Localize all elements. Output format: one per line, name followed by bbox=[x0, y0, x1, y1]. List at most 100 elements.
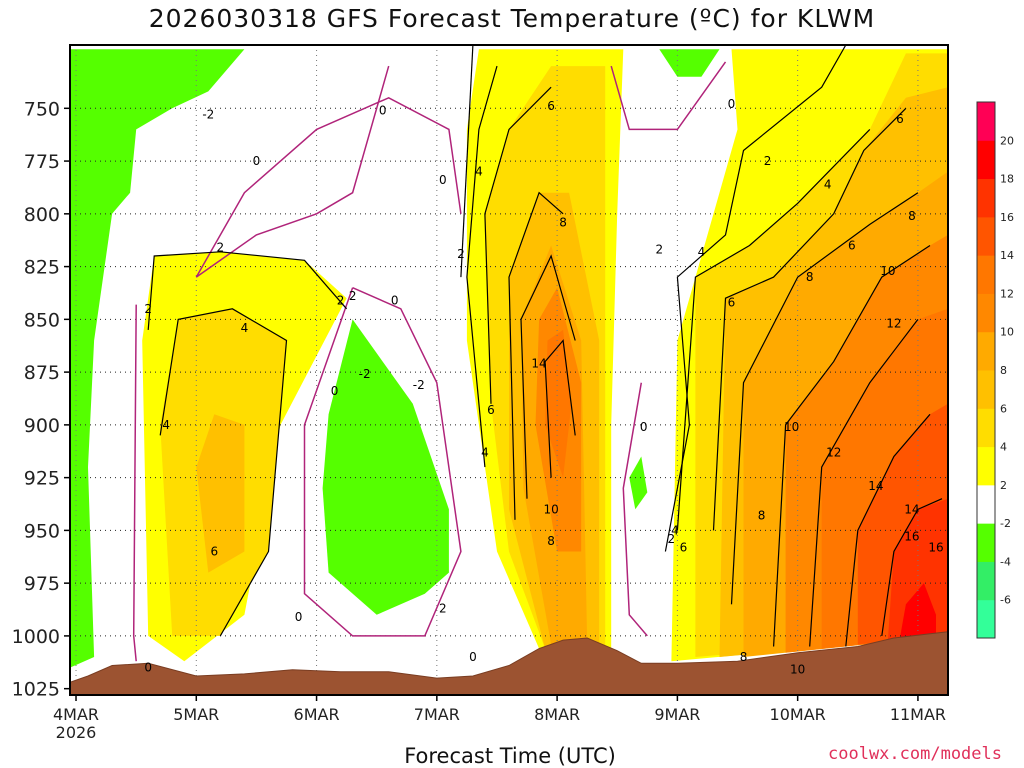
y-tick-label: 800 bbox=[24, 204, 60, 226]
colorbar-bin bbox=[977, 523, 995, 562]
temp-region-m3 bbox=[629, 456, 648, 510]
contour-label: 0 bbox=[439, 173, 447, 187]
y-tick-label: 850 bbox=[24, 309, 60, 331]
contour-label: 10 bbox=[543, 502, 558, 516]
x-tick-label: 8MAR bbox=[534, 705, 580, 724]
colorbar-label: 12 bbox=[1000, 287, 1014, 300]
colorbar-frame bbox=[976, 101, 996, 639]
contour-label: -2 bbox=[413, 378, 425, 392]
isotherm-0 bbox=[610, 61, 727, 131]
colorbar-label: 16 bbox=[1000, 211, 1014, 224]
colorbar-label: 20 bbox=[1000, 134, 1014, 147]
temp-region-13 bbox=[545, 329, 572, 478]
isotherm-8 bbox=[508, 191, 564, 520]
isotherm-0 bbox=[132, 304, 137, 662]
isotherm-2 bbox=[147, 251, 348, 330]
contour-label: 6 bbox=[547, 99, 555, 113]
isotherm-8 bbox=[730, 192, 919, 605]
contour-label: 10 bbox=[790, 663, 805, 677]
x-axis-ticks: 4MAR 5MAR 6MAR 7MAR 8MAR 9MAR 10MAR 11MAR 2026 bbox=[53, 695, 946, 742]
colorbar-bin bbox=[977, 408, 995, 448]
contour-label: 0 bbox=[640, 420, 648, 434]
temp-region-m3 bbox=[659, 49, 720, 77]
contour-label: 16 bbox=[904, 530, 919, 544]
isotherm-2 bbox=[460, 45, 474, 278]
contour-label: 6 bbox=[848, 238, 856, 252]
y-axis-ticks: 750 775 800 825 850 875 900 925 950 975 1000 1025 bbox=[12, 98, 70, 701]
contour-label: 2 bbox=[656, 243, 664, 257]
isotherm-14 bbox=[845, 413, 931, 647]
contour-label: 4 bbox=[162, 418, 170, 432]
isotherm-2 bbox=[664, 45, 847, 552]
x-axis-title: Forecast Time (UTC) bbox=[404, 744, 616, 768]
plot-frame bbox=[69, 44, 949, 696]
y-tick-label: 925 bbox=[24, 468, 60, 490]
colorbar-label: -4 bbox=[1000, 555, 1011, 568]
x-tick-label: 7MAR bbox=[414, 705, 460, 724]
colorbar-bin bbox=[977, 370, 995, 409]
colorbar-bin bbox=[977, 178, 995, 218]
contour-label: 8 bbox=[908, 209, 916, 223]
temperature-fill-regions bbox=[70, 49, 948, 668]
colorbar-label: 14 bbox=[1000, 249, 1014, 262]
contour-label: 4 bbox=[671, 523, 679, 537]
contour-label: 16 bbox=[928, 540, 943, 554]
contour-label: 0 bbox=[331, 384, 339, 398]
ground-terrain bbox=[70, 631, 948, 695]
colorbar-bin bbox=[977, 561, 995, 601]
colorbar-bin bbox=[977, 216, 995, 256]
contour-label: 2 bbox=[764, 154, 772, 168]
isotherm-12 bbox=[809, 319, 919, 647]
x-tick-label: 11MAR bbox=[890, 705, 946, 724]
y-tick-label: 1000 bbox=[12, 626, 60, 648]
colorbar-bin bbox=[977, 293, 995, 333]
isotherm-contours bbox=[132, 45, 943, 662]
contour-label: 0 bbox=[295, 610, 303, 624]
contour-label: 2 bbox=[144, 302, 152, 316]
colorbar-label: 6 bbox=[1000, 402, 1007, 415]
contour-label: 8 bbox=[559, 215, 567, 229]
isotherm-14 bbox=[544, 339, 576, 478]
colorbar-bin bbox=[977, 331, 995, 371]
y-tick-label: 950 bbox=[24, 520, 60, 542]
contour-label: 4 bbox=[481, 445, 489, 459]
x-year-label: 2026 bbox=[56, 723, 97, 742]
isotherm-4 bbox=[466, 65, 498, 468]
contour-label: 0 bbox=[144, 661, 152, 675]
contour-label: 2 bbox=[457, 247, 465, 261]
credit-link[interactable]: coolwx.com/models bbox=[828, 744, 1002, 764]
isotherm-4 bbox=[159, 308, 288, 637]
contour-label: -2 bbox=[359, 367, 371, 381]
chart-title: 2026030318 GFS Forecast Temperature (ºC)… bbox=[148, 4, 876, 33]
contour-label: 14 bbox=[904, 502, 919, 516]
x-tick-label: 9MAR bbox=[654, 705, 700, 724]
temp-region-m3 bbox=[70, 49, 245, 668]
contour-label: 14 bbox=[868, 479, 883, 493]
colorbar-label: -6 bbox=[1000, 594, 1011, 607]
y-tick-label: 1025 bbox=[12, 679, 60, 701]
isotherm-6 bbox=[484, 86, 552, 404]
colorbar-bin bbox=[977, 446, 995, 486]
colorbar-label: 4 bbox=[1000, 441, 1007, 454]
contour-label: 4 bbox=[824, 177, 832, 191]
y-tick-label: 825 bbox=[24, 257, 60, 279]
colorbar-label: -2 bbox=[1000, 517, 1011, 530]
contour-label: 4 bbox=[698, 245, 706, 259]
contour-label: 8 bbox=[758, 509, 766, 523]
y-tick-label: 900 bbox=[24, 415, 60, 437]
isotherm-16 bbox=[881, 498, 943, 636]
contour-label: 0 bbox=[469, 650, 477, 664]
contour-label: 10 bbox=[784, 420, 799, 434]
contour-label: 6 bbox=[728, 295, 736, 309]
contour-label: 10 bbox=[880, 264, 895, 278]
isotherm-4 bbox=[676, 128, 871, 531]
isotherm-0 bbox=[622, 382, 648, 637]
colorbar-label: 8 bbox=[1000, 364, 1007, 377]
contour-label: 8 bbox=[740, 650, 748, 664]
y-tick-label: 975 bbox=[24, 573, 60, 595]
temp-region-7 bbox=[196, 414, 245, 573]
colorbar-bin bbox=[977, 599, 995, 639]
contour-label: 0 bbox=[253, 154, 261, 168]
contour-label: 4 bbox=[241, 321, 249, 335]
contour-label: 6 bbox=[211, 544, 219, 558]
